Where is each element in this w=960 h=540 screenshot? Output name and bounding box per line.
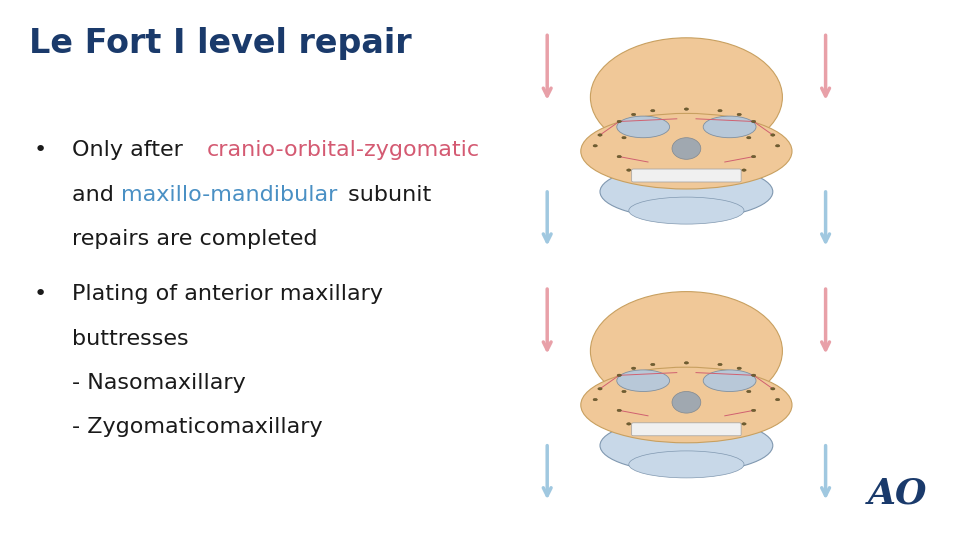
Text: - Zygomaticomaxillary: - Zygomaticomaxillary	[72, 417, 323, 437]
FancyBboxPatch shape	[632, 169, 741, 182]
Ellipse shape	[771, 134, 775, 136]
Ellipse shape	[737, 367, 741, 369]
Ellipse shape	[684, 362, 688, 364]
Ellipse shape	[617, 374, 621, 376]
Ellipse shape	[581, 113, 792, 189]
Ellipse shape	[776, 145, 780, 147]
Ellipse shape	[651, 363, 655, 366]
Ellipse shape	[718, 363, 722, 366]
Ellipse shape	[600, 418, 773, 472]
Text: cranio-orbital-zygomatic: cranio-orbital-zygomatic	[206, 140, 480, 160]
Text: - Nasomaxillary: - Nasomaxillary	[72, 373, 246, 393]
Text: Only after: Only after	[72, 140, 190, 160]
Ellipse shape	[752, 374, 756, 376]
Ellipse shape	[629, 451, 744, 478]
Text: AO: AO	[868, 476, 927, 510]
Ellipse shape	[752, 156, 756, 158]
Ellipse shape	[590, 38, 782, 157]
Ellipse shape	[622, 137, 626, 139]
Ellipse shape	[747, 137, 751, 139]
Ellipse shape	[703, 370, 756, 392]
Ellipse shape	[672, 138, 701, 159]
Ellipse shape	[598, 388, 602, 390]
Text: Plating of anterior maxillary: Plating of anterior maxillary	[72, 284, 383, 305]
Ellipse shape	[629, 197, 744, 224]
Ellipse shape	[747, 390, 751, 393]
Ellipse shape	[581, 367, 792, 443]
Ellipse shape	[617, 120, 621, 123]
Ellipse shape	[632, 367, 636, 369]
Text: and: and	[72, 185, 121, 205]
Ellipse shape	[752, 409, 756, 411]
Ellipse shape	[752, 120, 756, 123]
Ellipse shape	[593, 145, 597, 147]
Text: buttresses: buttresses	[72, 328, 188, 349]
Ellipse shape	[737, 113, 741, 116]
Ellipse shape	[600, 165, 773, 219]
Ellipse shape	[617, 409, 621, 411]
Ellipse shape	[672, 392, 701, 413]
Ellipse shape	[617, 156, 621, 158]
Ellipse shape	[622, 390, 626, 393]
Ellipse shape	[771, 388, 775, 390]
Ellipse shape	[593, 399, 597, 401]
Ellipse shape	[616, 116, 669, 138]
Text: subunit: subunit	[341, 185, 431, 205]
Ellipse shape	[598, 134, 602, 136]
Ellipse shape	[651, 110, 655, 112]
Text: repairs are completed: repairs are completed	[72, 229, 318, 249]
Ellipse shape	[776, 399, 780, 401]
Ellipse shape	[590, 292, 782, 410]
Text: •: •	[34, 140, 47, 160]
Ellipse shape	[703, 116, 756, 138]
FancyBboxPatch shape	[632, 423, 741, 436]
Ellipse shape	[616, 370, 669, 392]
Ellipse shape	[742, 423, 746, 425]
Ellipse shape	[632, 113, 636, 116]
Text: Le Fort I level repair: Le Fort I level repair	[29, 27, 412, 60]
Ellipse shape	[627, 423, 631, 425]
Ellipse shape	[742, 169, 746, 171]
Ellipse shape	[684, 108, 688, 110]
Ellipse shape	[718, 110, 722, 112]
Text: maxillo-mandibular: maxillo-mandibular	[121, 185, 337, 205]
Text: •: •	[34, 284, 47, 305]
Ellipse shape	[627, 169, 631, 171]
